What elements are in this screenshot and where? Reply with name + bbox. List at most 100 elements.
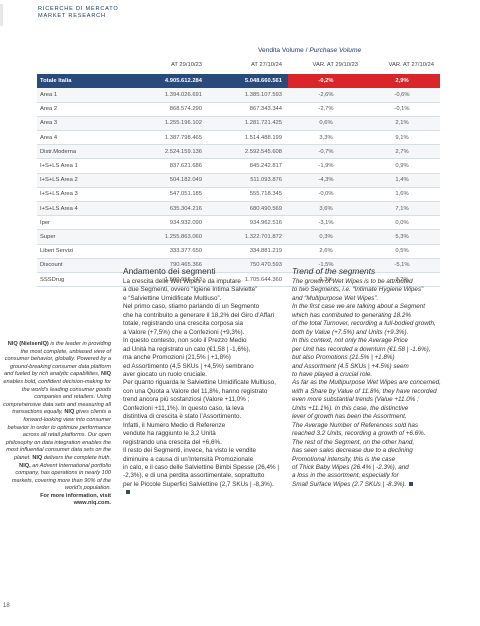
table-title-main: Vendita Volume / <box>258 47 310 54</box>
header-edge-bar <box>0 4 3 26</box>
article-line: registrando una crescita del +6,6%. <box>123 439 279 447</box>
article-line-text: che ha contribuito a generare il 18,2% d… <box>123 311 275 319</box>
table-row: I+S+LS Area 1 837.621.686 845.242.817 -1,9%… <box>37 158 440 174</box>
article-italian-body: La crescita delle Wet Wipes è da imputar… <box>123 278 279 498</box>
sales-volume-table: AT 29/10/23 AT 27/10/24 VAR. AT 29/10/23… <box>37 56 440 288</box>
table-row: I+S+LS Area 2 504.182.049 511.093.876 -4,3%… <box>37 173 440 188</box>
table-cell: 1,4% <box>364 173 440 188</box>
sidebar-brand: NIQ <box>32 454 43 461</box>
table-cell: -3,1% <box>288 215 364 231</box>
article-line-text: ed Assortimento (4,5 SKUs | +4,5%) sembr… <box>123 362 254 370</box>
table-cell: 0,5% <box>364 244 440 259</box>
column-header: AT 29/10/23 <box>170 62 202 68</box>
article-line: The rest of the Segment, on the other ha… <box>292 439 448 447</box>
table-row: Super 1.255.863.060 1.322.701.872 0,3% 5,3% <box>37 229 440 245</box>
table-cell: -0,2% <box>288 74 364 88</box>
article-line: trend ancora più sostanziosi (Valore +11… <box>123 396 279 404</box>
article-line: lever of growth has been the Assortment. <box>292 413 448 421</box>
table-header-row: AT 29/10/23 AT 27/10/24 VAR. AT 29/10/23… <box>37 56 440 74</box>
article-line-text: The rest of the Segment, on the other ha… <box>292 438 415 446</box>
table-title-english: Purchase Volume <box>309 47 362 54</box>
table-cell: -0,7% <box>288 144 364 160</box>
article-line: has seen sales decrease due to a declini… <box>292 447 448 455</box>
table-row: I+S+LS Area 4 635.304.216 680.490.569 3,6% 7… <box>37 201 440 217</box>
table-cell: 867.343.344 <box>208 102 288 117</box>
column-header: VAR. AT 27/10/24 <box>388 62 434 68</box>
row-label: I+S+LS Area 1 <box>37 158 132 174</box>
table-cell: 5,3% <box>364 229 440 245</box>
table-cell: 3,6% <box>288 201 364 217</box>
sidebar-brand: NIQ <box>101 371 111 378</box>
sidebar-brand: NIQ, <box>19 462 31 469</box>
sidebar-text: enables bold, confident decision-making … <box>3 378 111 416</box>
sidebar-text: delivers the complete truth. <box>42 454 111 461</box>
table-cell: 934.962.516 <box>208 215 288 231</box>
table-cell: 2,7% <box>364 144 440 160</box>
article-italian: Andamento dei segmenti La crescita delle… <box>123 266 279 498</box>
table-cell: 1.281.721.425 <box>208 116 288 132</box>
article-line: -2,3%), e di una perdita assortimentale,… <box>123 472 279 480</box>
sidebar-brand: NIQ <box>64 409 75 416</box>
table-cell: -4,3% <box>288 173 364 188</box>
article-line-text: The Average Number of References sold ha… <box>292 421 419 429</box>
article-line: In questo contesto, non solo il Prezzo M… <box>123 337 279 345</box>
table-cell: 0,9% <box>364 158 440 174</box>
article-line: distintiva di crescita è stato l’Assorti… <box>123 413 279 421</box>
table-cell: 1.394.026.691 <box>132 88 208 103</box>
table-total-row: Totale Italia 4.905.612.284 5.048.660.561-… <box>37 74 440 88</box>
article-line-text: lever of growth has been the Assortment. <box>292 413 407 421</box>
article-line: even more substantial trends (Value +11.… <box>292 396 448 404</box>
company-sidebar: NIQ (NielsenIQ) is the leader in providi… <box>2 341 111 508</box>
table-cell: 868.574.290 <box>132 102 208 117</box>
article-line-text: reached 3.2 Units, recording a growth of… <box>292 430 426 438</box>
table-cell: 555.718.345 <box>208 187 288 203</box>
article-line: and “Multipurpose Wet Wipes”. <box>292 295 448 303</box>
article-line-text: a Valore (+7,5%) che a Confezioni (+9,3%… <box>123 328 245 336</box>
article-line-text: has seen sales decrease due to a declini… <box>292 447 413 455</box>
article-line: In this context, not only the Average Pr… <box>292 337 448 345</box>
article-line-text: Confezioni +11,1%). In questo caso, la l… <box>123 404 244 412</box>
sidebar-more-info-link[interactable]: For more information, visit www.niq.com. <box>40 492 111 507</box>
article-line-text: trend ancora più sostanziosi (Valore +11… <box>123 396 250 404</box>
table-cell: 5.048.660.561 <box>208 74 288 88</box>
table-cell: 504.182.049 <box>132 173 208 188</box>
row-label: Super <box>37 229 132 245</box>
article-line: and Assortment (4.5 SKUs | +4.5%) seem <box>292 363 448 371</box>
article-line: both by Value (+7.5%) and Units (+9.3%). <box>292 329 448 337</box>
article-line-text: to two Segments, i.e. “Intimate Hygiene … <box>292 286 424 294</box>
table-cell: 845.242.817 <box>208 158 288 174</box>
table-cell: 0,0% <box>364 215 440 231</box>
table-cell: 1.705.644.360 <box>208 272 288 288</box>
table-cell: 511.093.876 <box>208 173 288 188</box>
page-number: 18 <box>3 603 10 609</box>
table-cell: 7,2% <box>364 272 440 288</box>
table-cell: 1.514.488.199 <box>208 130 288 146</box>
table-cell: 3,3% <box>288 130 364 146</box>
table-title: Vendita Volume / Purchase Volume <box>258 47 361 54</box>
row-label: I+S+LS Area 2 <box>37 173 132 188</box>
end-of-article-square-icon <box>126 490 130 495</box>
article-line-text: of the total Turnover, recording a full-… <box>292 320 436 328</box>
table-cell: 1.255.196.102 <box>132 116 208 132</box>
row-label: I+S+LS Area 3 <box>37 187 132 203</box>
article-line: a Valore (+7,5%) che a Confezioni (+9,3%… <box>123 329 279 337</box>
row-label: Area 1 <box>37 88 132 103</box>
row-label: Area 2 <box>37 102 132 117</box>
row-label: Iper <box>37 215 132 231</box>
article-line-text: Il resto dei Segmenti, invece, ha visto … <box>123 447 257 455</box>
table-cell: 837.621.686 <box>132 158 208 174</box>
table-cell: -5,1% <box>364 258 440 273</box>
article-line-text: Promotional intensity, this is the case <box>292 455 396 463</box>
article-line: In the first case we are talking about a… <box>292 303 448 311</box>
table-row: SSSDrug 1.590.956.743 1.705.644.360 1,3% 7,2… <box>37 272 440 288</box>
table-row: Iper 934.932.090 934.962.516 -3,1% 0,0% <box>37 215 440 231</box>
article-line-text: which has contributed to generating 18.2… <box>292 311 412 319</box>
table-cell: 1,3% <box>288 272 364 288</box>
table-cell: 1.322.701.872 <box>208 229 288 245</box>
article-line: totale, registrando una crescita corposa… <box>123 320 279 328</box>
article-line-text: vendute ha raggiunto le 3,2 Unità <box>123 430 216 438</box>
sidebar-text: gives clients a forward-looking view int… <box>5 409 111 461</box>
row-label: I+S+LS Area 4 <box>37 201 132 217</box>
article-line: a due Segmenti, ovvero “Igiene Intima Sa… <box>123 286 279 294</box>
column-header <box>37 56 132 74</box>
